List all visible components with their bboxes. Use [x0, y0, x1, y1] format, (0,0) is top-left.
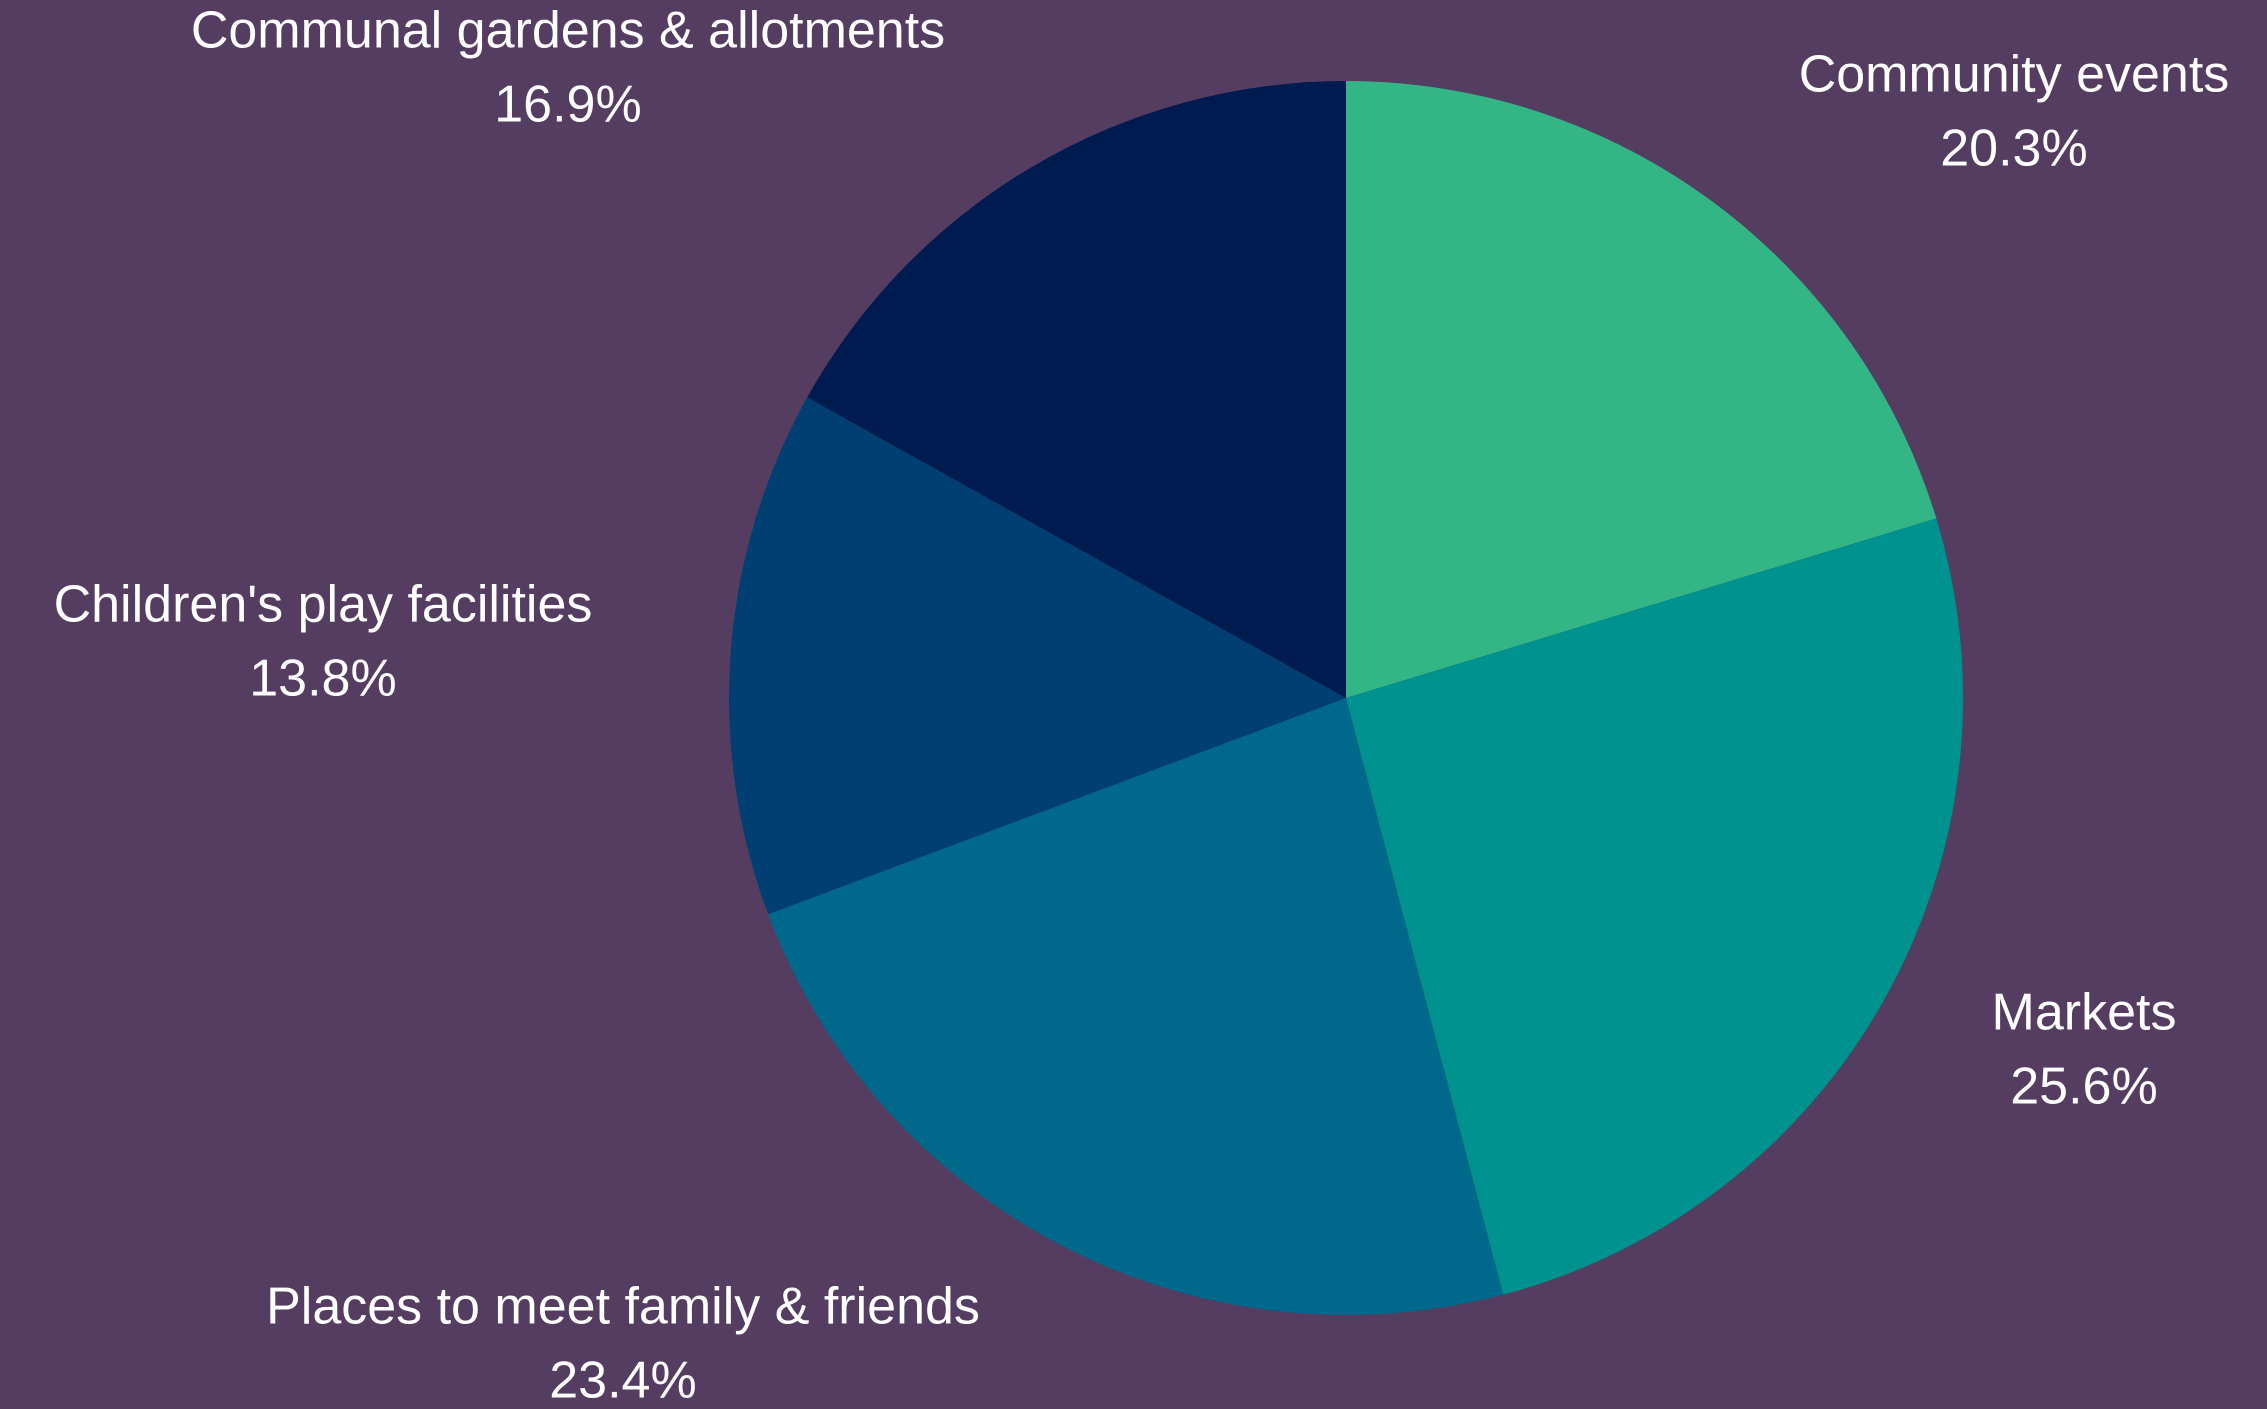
pie-slice-community-events: [1346, 81, 1937, 698]
slice-percent-label: 23.4%: [549, 1352, 696, 1409]
slice-label-markets: Markets 25.6%: [1992, 984, 2177, 1116]
slice-category-label: Community events: [1799, 46, 2230, 104]
slice-category-label: Children's play facilities: [54, 576, 593, 634]
pie-slice-communal-gardens-allotments: [807, 81, 1346, 698]
slice-percent-label: 13.8%: [249, 650, 396, 708]
labels-layer: Community events 20.3% Markets 25.6% Places …: [54, 2, 2230, 1409]
slice-label-places-to-meet-family-friends: Places to meet family & friends 23.4%: [266, 1278, 980, 1409]
slices-layer: [729, 81, 1963, 1315]
pie-slice-markets: [1346, 518, 1963, 1295]
pie-slice-children-s-play-facilities: [729, 397, 1346, 915]
slice-label-communal-gardens-allotments: Communal gardens & allotments 16.9%: [191, 2, 945, 134]
slice-category-label: Markets: [1992, 984, 2177, 1042]
slice-percent-label: 16.9%: [494, 76, 641, 134]
slice-category-label: Places to meet family & friends: [266, 1278, 980, 1336]
pie-slice-places-to-meet-family-friends: [768, 698, 1504, 1315]
slice-percent-label: 25.6%: [2010, 1058, 2157, 1116]
slice-category-label: Communal gardens & allotments: [191, 2, 945, 60]
slice-label-community-events: Community events 20.3%: [1799, 46, 2230, 178]
slice-percent-label: 20.3%: [1940, 120, 2087, 178]
slice-label-children-s-play-facilities: Children's play facilities 13.8%: [54, 576, 593, 708]
